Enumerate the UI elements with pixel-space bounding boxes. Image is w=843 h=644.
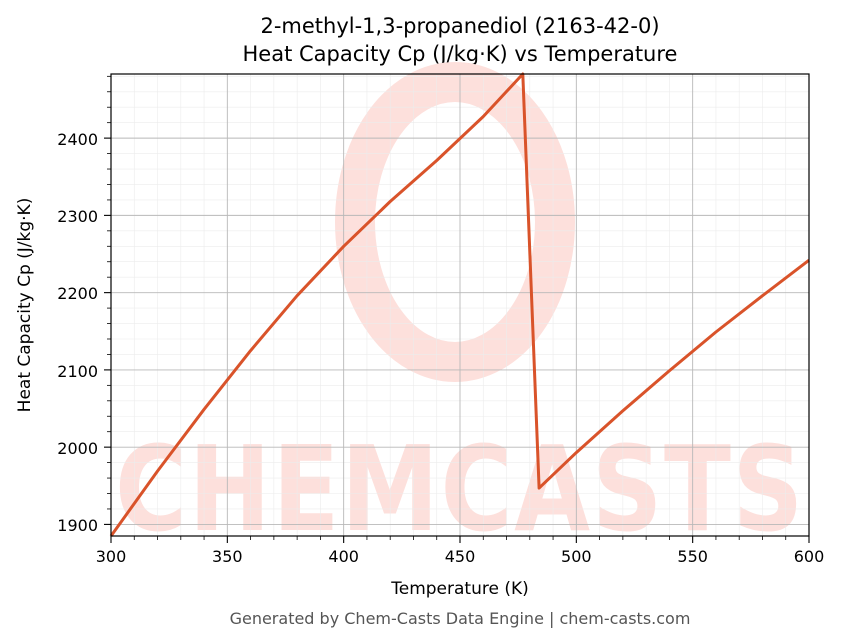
y-tick-label: 2000: [57, 439, 98, 458]
chart-title: 2-methyl-1,3-propanediol (2163-42-0): [260, 14, 659, 38]
y-tick-label: 2200: [57, 284, 98, 303]
watermark: CHEMCASTS: [115, 62, 805, 558]
footer-credit: Generated by Chem-Casts Data Engine | ch…: [230, 609, 691, 628]
y-tick-label: 2300: [57, 207, 98, 226]
ticks: [104, 75, 810, 543]
x-tick-label: 500: [561, 547, 592, 566]
x-tick-label: 450: [445, 547, 476, 566]
x-tick-labels: 300 350 400 450 500 550 600: [96, 547, 825, 566]
y-tick-labels: 1900 2000 2100 2200 2300 2400: [57, 130, 98, 535]
x-tick-label: 300: [96, 547, 127, 566]
y-tick-label: 2400: [57, 130, 98, 149]
y-axis-label: Heat Capacity Cp (J/kg·K): [15, 198, 35, 413]
x-tick-label: 400: [328, 547, 359, 566]
x-tick-label: 600: [794, 547, 825, 566]
x-tick-label: 550: [677, 547, 708, 566]
series-line-0: [109, 72, 810, 537]
y-tick-label: 2100: [57, 362, 98, 381]
y-tick-label: 1900: [57, 516, 98, 535]
series-group: [109, 72, 810, 537]
watermark-text: CHEMCASTS: [115, 420, 805, 558]
chart-subtitle: Heat Capacity Cp (J/kg·K) vs Temperature: [243, 42, 678, 66]
watermark-logo-icon: [335, 62, 575, 382]
x-tick-label: 350: [212, 547, 243, 566]
x-axis-label: Temperature (K): [390, 579, 529, 599]
